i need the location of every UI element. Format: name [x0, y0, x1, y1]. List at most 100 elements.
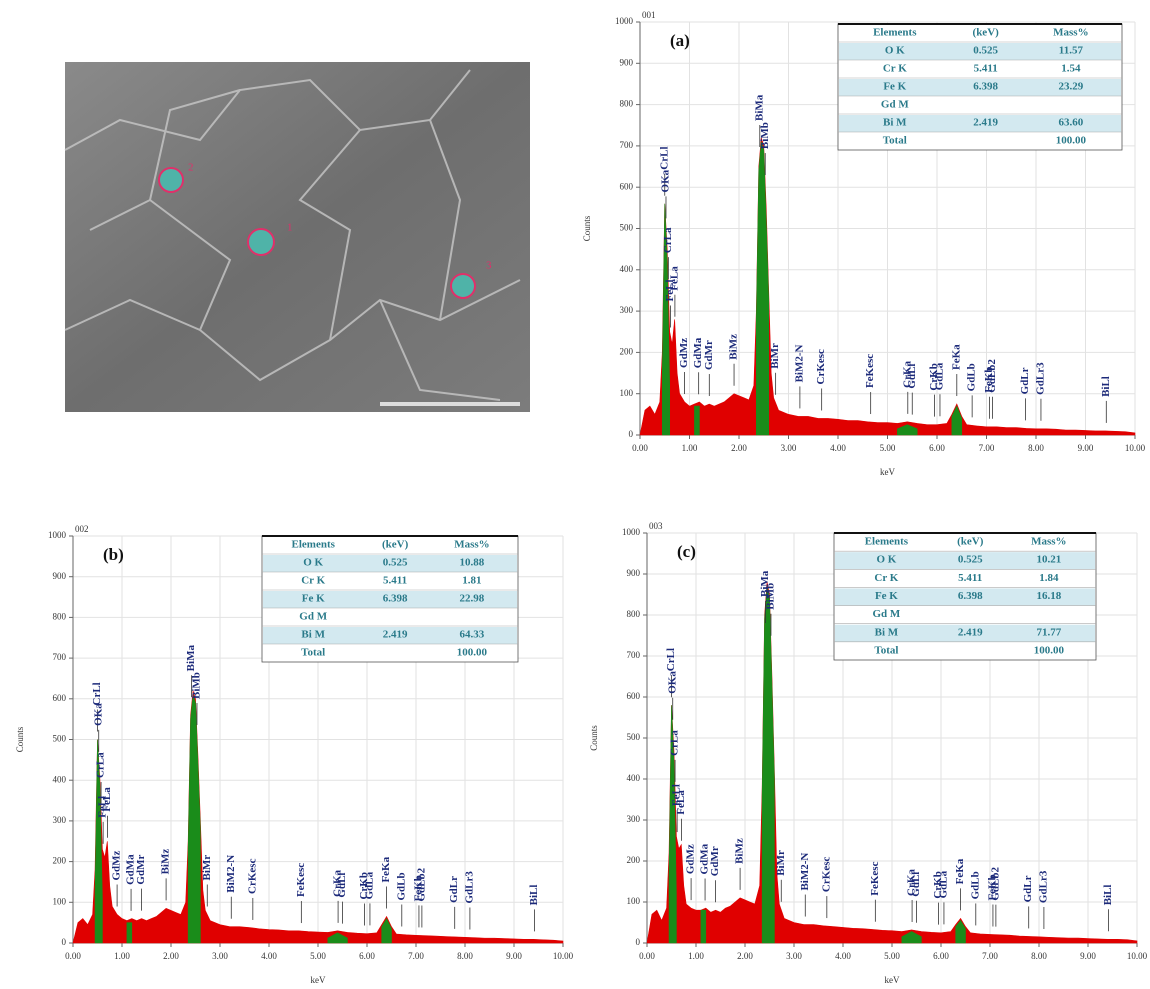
- x-tick-label: 9.00: [506, 951, 522, 961]
- y-tick-label: 300: [53, 815, 67, 825]
- table-cell: 5.411: [958, 572, 982, 584]
- peak-label: BiMa: [185, 645, 197, 672]
- peak-label: CrLa: [669, 730, 681, 756]
- table-cell: O K: [876, 554, 896, 566]
- peak-label: GdMa: [699, 843, 711, 874]
- y-tick-label: 600: [627, 691, 641, 701]
- table-cell: Cr K: [874, 572, 898, 584]
- table-cell: O K: [303, 557, 323, 569]
- peak-label: GdLb2: [986, 359, 998, 393]
- peak-label: BiMb: [759, 122, 771, 149]
- peak-label: FeLa: [101, 787, 113, 812]
- x-tick-label: 0.00: [65, 951, 81, 961]
- peak-label: OKa: [660, 169, 672, 192]
- y-tick-label: 700: [627, 650, 641, 660]
- peak-label: CrLl: [658, 146, 670, 169]
- x-tick-label: 2.00: [163, 951, 179, 961]
- table-cell: 64.33: [460, 629, 485, 641]
- peak-label: GdLr: [1022, 875, 1034, 902]
- x-tick-label: 10.00: [1125, 443, 1146, 453]
- x-tick-label: 7.00: [979, 443, 995, 453]
- x-axis-label: keV: [311, 975, 326, 985]
- y-tick-label: 900: [627, 568, 641, 578]
- peak-label: BiMb: [765, 583, 777, 610]
- x-tick-label: 1.00: [682, 443, 698, 453]
- table-cell: Bi M: [301, 629, 325, 641]
- peak-label: CrKa: [901, 360, 913, 387]
- x-tick-label: 0.00: [632, 443, 648, 453]
- table-cell: 6.398: [973, 81, 998, 93]
- peak-label: FeLl: [664, 279, 676, 301]
- peak-label: GdLr3: [463, 871, 475, 904]
- x-tick-label: 3.00: [212, 951, 228, 961]
- spot-label: 1: [287, 222, 293, 234]
- x-tick-label: 5.00: [884, 951, 900, 961]
- chart-id: 002: [75, 524, 89, 534]
- table-cell: 0.525: [958, 554, 983, 566]
- peak-label: BiMa: [753, 94, 765, 121]
- table-cell: 23.29: [1059, 81, 1084, 93]
- spectrum-chart: 0 100 200 300 400 500 600 700 800 900 1000 0.00 1.00…: [15, 524, 574, 985]
- x-tick-label: 6.00: [929, 443, 945, 453]
- peak-label: GdLr: [1019, 367, 1031, 394]
- peak-label: CrKb: [928, 363, 940, 391]
- table-cell: 71.77: [1036, 626, 1061, 638]
- x-axis-label: keV: [880, 467, 895, 477]
- peak-label: CrKesc: [820, 857, 832, 893]
- table-cell: Total: [883, 135, 907, 147]
- peak-label: CrLl: [91, 682, 103, 705]
- y-tick-label: 0: [62, 937, 67, 947]
- panel-label: (b): [103, 545, 124, 564]
- table-row-band: [263, 555, 517, 572]
- y-tick-label: 1000: [615, 16, 634, 26]
- y-tick-label: 100: [627, 896, 641, 906]
- table-cell: 100.00: [457, 647, 488, 659]
- peak-label: BiMr: [769, 343, 781, 369]
- y-tick-label: 900: [53, 571, 67, 581]
- peak-label: BiMa: [759, 570, 771, 597]
- table-row-band: [839, 79, 1121, 96]
- y-tick-label: 600: [620, 181, 634, 191]
- peak-label: BiLl: [528, 885, 540, 906]
- peak-label: GdLb: [969, 871, 981, 899]
- y-tick-label: 1000: [622, 527, 641, 537]
- x-tick-label: 4.00: [261, 951, 277, 961]
- y-tick-label: 100: [53, 896, 67, 906]
- y-tick-label: 500: [53, 734, 67, 744]
- peak-label: GdMa: [125, 854, 137, 885]
- table-cell: Cr K: [301, 575, 325, 587]
- peak-label: CrLl: [665, 648, 677, 671]
- table-cell: 10.21: [1036, 554, 1061, 566]
- peak-label: BiMr: [201, 855, 213, 881]
- peak-label: BiLl: [1100, 376, 1112, 397]
- peak-label: BiMz: [734, 838, 746, 864]
- peak-label: GdLb2: [415, 867, 427, 901]
- x-tick-label: 4.00: [835, 951, 851, 961]
- table-cell: O K: [885, 45, 905, 57]
- table-cell: 10.88: [460, 557, 485, 569]
- peak-label: GdLa: [363, 871, 375, 899]
- table-header: Mass%: [1053, 27, 1088, 39]
- y-tick-label: 600: [53, 693, 67, 703]
- peak-label: BiM2-N: [793, 344, 805, 382]
- x-tick-label: 0.00: [639, 951, 655, 961]
- peak-label: BiMz: [160, 849, 172, 875]
- peak-label: GdMz: [111, 850, 123, 880]
- table-row-band: [263, 627, 517, 644]
- x-tick-label: 9.00: [1078, 443, 1094, 453]
- peak-label: BiMb: [191, 672, 203, 699]
- table-row-band: [835, 624, 1095, 642]
- table-cell: 1.54: [1061, 63, 1081, 75]
- table-cell: 2.419: [973, 117, 998, 129]
- table-cell: 2.419: [958, 626, 983, 638]
- peak-label: BiM2-N: [225, 855, 237, 893]
- table-cell: 100.00: [1034, 644, 1065, 656]
- table-cell: 63.60: [1059, 117, 1084, 129]
- table-cell: Bi M: [883, 117, 907, 129]
- x-tick-label: 3.00: [781, 443, 797, 453]
- peak-label: GdLl: [906, 364, 918, 389]
- y-tick-label: 0: [629, 429, 634, 439]
- table-cell: 100.00: [1056, 135, 1087, 147]
- table-header: Elements: [292, 539, 336, 551]
- peak-label: BiMr: [775, 850, 787, 876]
